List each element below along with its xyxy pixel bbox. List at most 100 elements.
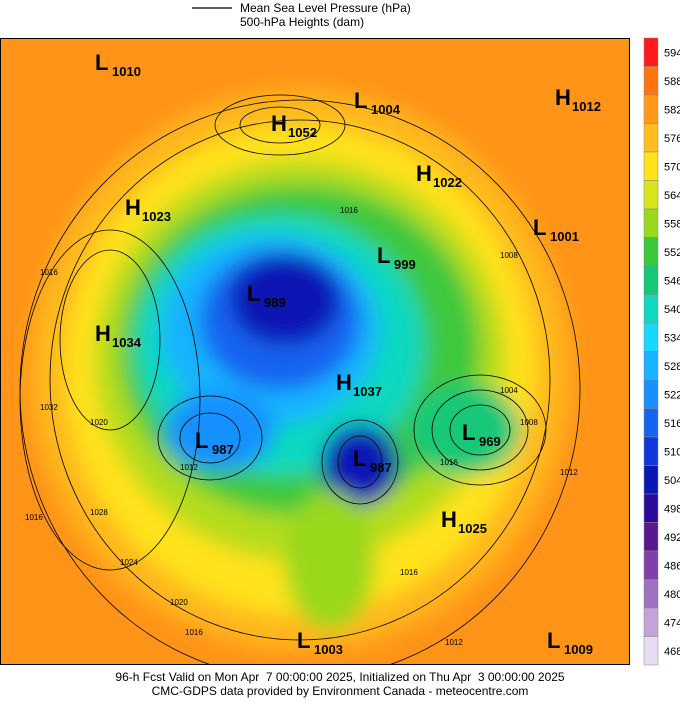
center-pressure: 1012 bbox=[572, 99, 601, 114]
isobar-label: 1016 bbox=[340, 206, 358, 215]
center-letter: L bbox=[195, 428, 208, 453]
colorbar-label: 528 bbox=[664, 361, 680, 373]
legend-pressure: Mean Sea Level Pressure (hPa) bbox=[240, 1, 411, 15]
colorbar-label: 594 bbox=[664, 47, 680, 59]
isobar-label: 1008 bbox=[500, 251, 518, 260]
colorbar-cell bbox=[643, 123, 659, 153]
colorbar-label: 576 bbox=[664, 133, 680, 145]
colorbar-cell bbox=[643, 408, 659, 438]
isobar-label: 1020 bbox=[170, 598, 188, 607]
colorbar-label: 558 bbox=[664, 218, 680, 230]
colorbar: 594 588 582 576 570 564 558 552 546 540 534 528 522 5… bbox=[643, 37, 680, 666]
isobar-label: 1020 bbox=[90, 418, 108, 427]
center-letter: H bbox=[95, 321, 111, 346]
colorbar-cell bbox=[643, 37, 659, 67]
center-pressure: 989 bbox=[264, 295, 286, 310]
colorbar-label: 534 bbox=[664, 332, 680, 344]
footer-source: CMC-GDPS data provided by Environment Ca… bbox=[152, 684, 529, 698]
isobar-label: 1012 bbox=[445, 638, 463, 647]
colorbar-cell bbox=[643, 151, 659, 181]
colorbar-label: 540 bbox=[664, 304, 680, 316]
colorbar-cell bbox=[643, 379, 659, 409]
center-pressure: 999 bbox=[394, 257, 416, 272]
center-pressure: 1003 bbox=[314, 642, 343, 657]
isobar-label: 1008 bbox=[520, 418, 538, 427]
isobar-label: 1016 bbox=[185, 628, 203, 637]
colorbar-label: 582 bbox=[664, 104, 680, 116]
center-letter: H bbox=[336, 370, 352, 395]
map-frame bbox=[0, 38, 630, 665]
center-letter: H bbox=[271, 111, 287, 136]
colorbar-cell bbox=[643, 237, 659, 267]
colorbar-label: 570 bbox=[664, 161, 680, 173]
isobars bbox=[19, 94, 581, 665]
isobar-label: 1024 bbox=[120, 558, 138, 567]
center-letter: L bbox=[354, 88, 367, 113]
colorbar-cell bbox=[643, 436, 659, 466]
isobar-label: 1028 bbox=[90, 508, 108, 517]
isobar-label: 1016 bbox=[400, 568, 418, 577]
colorbar-label: 492 bbox=[664, 532, 680, 544]
center-pressure: 969 bbox=[479, 434, 501, 449]
center-letter: L bbox=[95, 50, 108, 75]
legend-heights: 500-hPa Heights (dam) bbox=[240, 15, 364, 29]
colorbar-label: 480 bbox=[664, 589, 680, 601]
center-pressure: 1052 bbox=[288, 125, 317, 140]
center-pressure: 1025 bbox=[458, 521, 487, 536]
colorbar-cell bbox=[643, 607, 659, 637]
isobar-label: 1004 bbox=[500, 386, 518, 395]
isobar-label: 1012 bbox=[560, 468, 578, 477]
colorbar-label: 486 bbox=[664, 560, 680, 572]
isobar-label: 1016 bbox=[440, 458, 458, 467]
colorbar-label: 522 bbox=[664, 389, 680, 401]
colorbar-cell bbox=[643, 94, 659, 124]
center-letter: L bbox=[353, 446, 366, 471]
center-letter: L bbox=[377, 243, 390, 268]
colorbar-label: 474 bbox=[664, 617, 680, 629]
center-letter: L bbox=[247, 281, 260, 306]
isobar-label: 1032 bbox=[40, 403, 58, 412]
center-pressure: 1023 bbox=[142, 209, 171, 224]
colorbar-label: 546 bbox=[664, 275, 680, 287]
center-pressure: 1004 bbox=[371, 102, 401, 117]
center-letter: H bbox=[555, 85, 571, 110]
isobar-label: 1016 bbox=[25, 513, 43, 522]
center-pressure: 1001 bbox=[550, 229, 579, 244]
colorbar-cell bbox=[643, 493, 659, 523]
colorbar-cell bbox=[643, 550, 659, 580]
center-pressure: 1009 bbox=[564, 642, 593, 657]
colorbar-cell bbox=[643, 636, 659, 666]
center-pressure: 1037 bbox=[353, 384, 382, 399]
center-letter: H bbox=[125, 195, 141, 220]
center-pressure: 1022 bbox=[433, 175, 462, 190]
colorbar-label: 516 bbox=[664, 418, 680, 430]
colorbar-label: 498 bbox=[664, 503, 680, 515]
colorbar-cell bbox=[643, 465, 659, 495]
height-field bbox=[30, 90, 570, 650]
colorbar-label: 552 bbox=[664, 247, 680, 259]
colorbar-label: 588 bbox=[664, 76, 680, 88]
colorbar-cell bbox=[643, 351, 659, 381]
center-letter: H bbox=[441, 507, 457, 532]
colorbar-cell bbox=[643, 265, 659, 295]
colorbar-label: 564 bbox=[664, 190, 680, 202]
center-letter: H bbox=[416, 161, 432, 186]
center-letter: L bbox=[547, 628, 560, 653]
colorbar-label: 468 bbox=[664, 646, 680, 658]
center-pressure: 1010 bbox=[112, 64, 141, 79]
colorbar-cell bbox=[643, 66, 659, 96]
colorbar-cell bbox=[643, 208, 659, 238]
colorbar-label: 510 bbox=[664, 446, 680, 458]
center-letter: L bbox=[297, 628, 310, 653]
colorbar-cell bbox=[643, 579, 659, 609]
isobar-label: 1016 bbox=[40, 268, 58, 277]
center-pressure: 987 bbox=[212, 442, 234, 457]
center-pressure: 1034 bbox=[112, 335, 142, 350]
footer-valid: 96-h Fcst Valid on Mon Apr 7 00:00:00 20… bbox=[115, 670, 565, 684]
center-letter: L bbox=[462, 420, 475, 445]
colorbar-cell bbox=[643, 180, 659, 210]
isobar-label: 1012 bbox=[180, 463, 198, 472]
colorbar-label: 504 bbox=[664, 475, 680, 487]
